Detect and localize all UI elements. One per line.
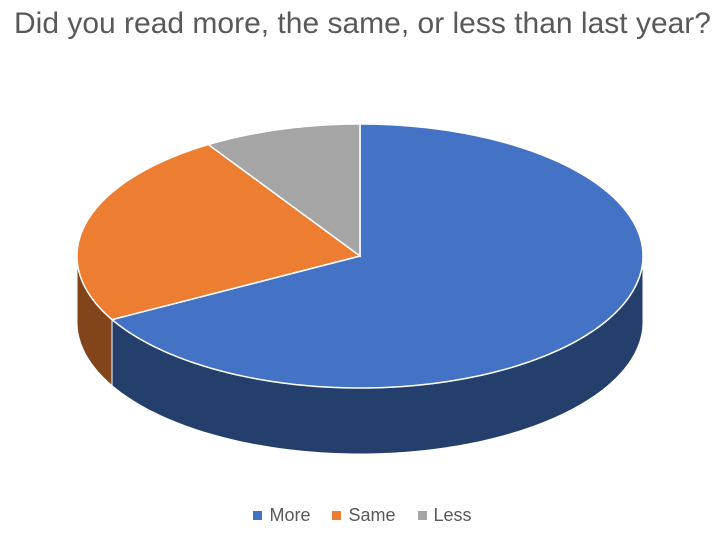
legend-label: More	[269, 505, 311, 525]
legend-item: Same	[332, 505, 396, 526]
chart	[76, 123, 644, 455]
legend-item: More	[253, 505, 310, 526]
legend-label: Same	[348, 505, 396, 525]
legend-swatch	[332, 511, 342, 520]
legend-swatch	[253, 511, 263, 520]
legend: More Same Less	[0, 505, 725, 526]
chart-title: Did you read more, the same, or less tha…	[13, 7, 711, 40]
legend-label: Less	[433, 505, 472, 525]
legend-item: Less	[417, 505, 472, 526]
slice	[76, 143, 362, 321]
slice	[206, 123, 361, 258]
slice	[110, 123, 644, 389]
legend-swatch	[417, 511, 427, 520]
